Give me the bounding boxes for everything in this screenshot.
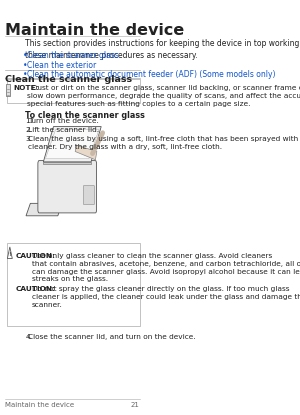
Text: •: • [23, 70, 28, 79]
Text: Maintain the device: Maintain the device [5, 402, 75, 408]
Text: NOTE:: NOTE: [14, 85, 39, 91]
Text: 3.: 3. [25, 136, 32, 142]
Text: Lift the scanner lid.: Lift the scanner lid. [28, 127, 99, 133]
Text: Clean the exterior: Clean the exterior [27, 61, 96, 70]
Text: CAUTION:: CAUTION: [16, 286, 56, 292]
Text: This section provides instructions for keeping the device in top working conditi: This section provides instructions for k… [25, 39, 300, 60]
Text: 2.: 2. [25, 127, 32, 133]
Polygon shape [44, 127, 101, 162]
Polygon shape [75, 145, 97, 160]
Text: Maintain the device: Maintain the device [5, 23, 185, 38]
FancyBboxPatch shape [44, 162, 91, 164]
Text: Clean the scanner glass: Clean the scanner glass [27, 51, 119, 61]
Text: 4.: 4. [25, 334, 32, 339]
FancyBboxPatch shape [38, 161, 97, 213]
FancyBboxPatch shape [7, 243, 140, 326]
FancyBboxPatch shape [7, 79, 140, 103]
Text: •: • [23, 61, 28, 70]
Polygon shape [8, 247, 12, 259]
Text: 21: 21 [130, 402, 140, 408]
Text: Dust or dirt on the scanner glass, scanner lid backing, or scanner frame can
slo: Dust or dirt on the scanner glass, scann… [27, 85, 300, 107]
Text: Clean the automatic document feeder (ADF) (Some models only): Clean the automatic document feeder (ADF… [27, 70, 275, 79]
Text: !: ! [8, 252, 11, 257]
Text: Clean the glass by using a soft, lint-free cloth that has been sprayed with a mi: Clean the glass by using a soft, lint-fr… [28, 136, 300, 150]
Text: Turn off the device.: Turn off the device. [28, 118, 99, 124]
Polygon shape [26, 203, 62, 216]
Text: Use only glass cleaner to clean the scanner glass. Avoid cleaners
that contain a: Use only glass cleaner to clean the scan… [32, 253, 300, 282]
Text: CAUTION:: CAUTION: [16, 253, 56, 259]
FancyBboxPatch shape [83, 186, 94, 205]
Text: Clean the scanner glass: Clean the scanner glass [5, 75, 133, 84]
FancyBboxPatch shape [6, 84, 10, 96]
Text: •: • [23, 51, 28, 61]
Text: Do not spray the glass cleaner directly on the glass. If too much glass
cleaner : Do not spray the glass cleaner directly … [32, 286, 300, 308]
Text: To clean the scanner glass: To clean the scanner glass [25, 111, 145, 120]
Text: 1.: 1. [25, 118, 32, 124]
Text: Close the scanner lid, and turn on the device.: Close the scanner lid, and turn on the d… [28, 334, 196, 339]
Polygon shape [46, 129, 99, 159]
